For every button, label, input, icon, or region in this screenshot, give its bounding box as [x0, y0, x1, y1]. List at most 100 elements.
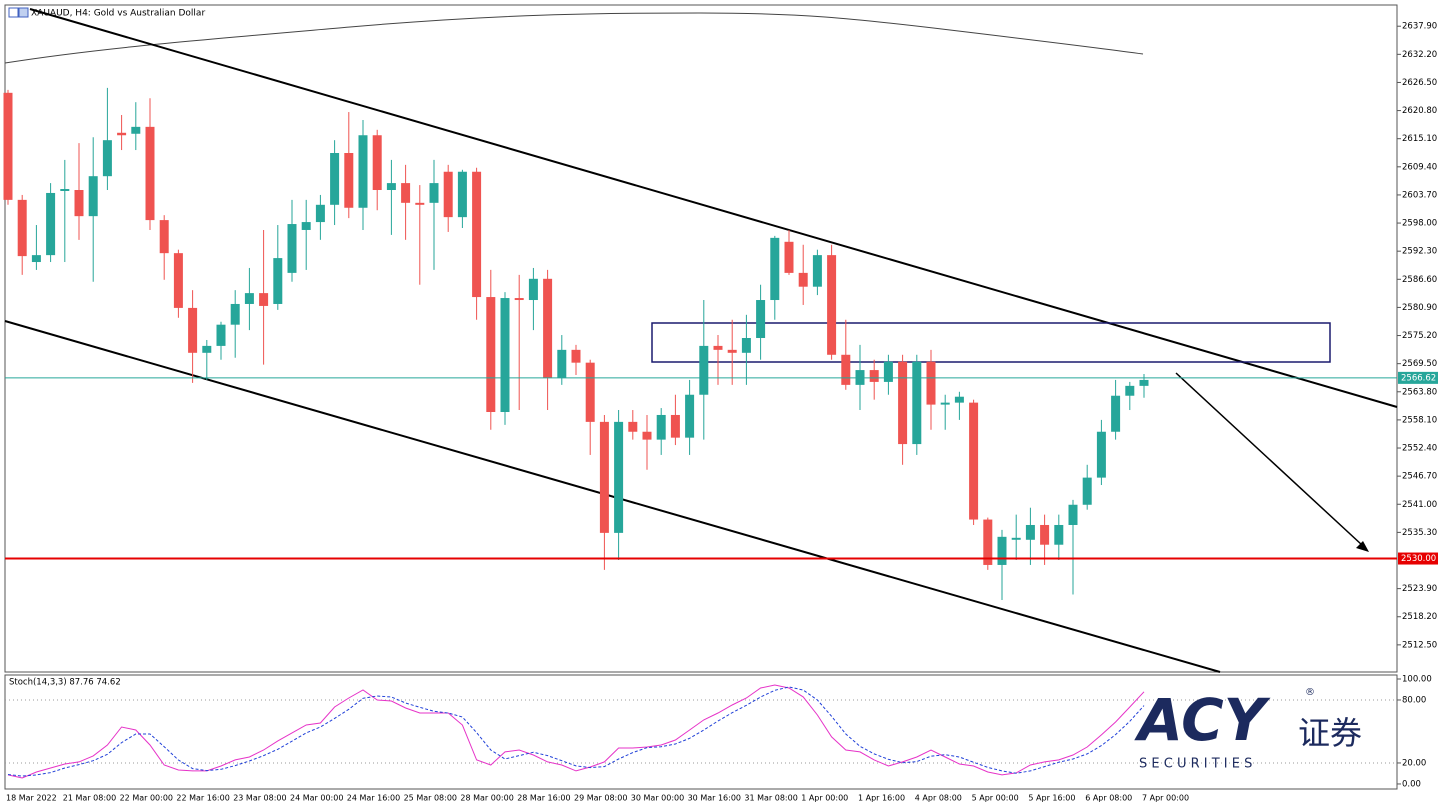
candle-body [188, 307, 198, 353]
price-label-box [1398, 371, 1438, 384]
candle-body [1096, 431, 1106, 478]
candle-body [1068, 504, 1078, 525]
candle-body [784, 241, 794, 273]
y-tick-label: 2541.00 [1402, 500, 1437, 510]
candle-body [415, 202, 425, 205]
candle-body [344, 153, 354, 208]
x-tick-label: 28 Mar 16:00 [517, 794, 570, 803]
candle-body [429, 183, 439, 203]
candle-body [117, 132, 127, 136]
x-tick-label: 23 Mar 08:00 [233, 794, 286, 803]
y-tick-label: 2535.30 [1402, 528, 1437, 538]
x-tick-label: 18 Mar 2022 [6, 794, 57, 803]
x-tick-label: 7 Apr 00:00 [1142, 794, 1189, 803]
marks: 2637.90 2632.20 2626.50 2620.80 2615.10 2609.… [3, 22, 1438, 803]
candle-body [1139, 379, 1149, 386]
candle-body [500, 298, 510, 413]
candle-body [741, 338, 751, 353]
y-tick-label: 2632.20 [1402, 50, 1437, 60]
candle-body [713, 345, 723, 350]
candle-body [514, 298, 524, 301]
x-tick-label: 28 Mar 00:00 [460, 794, 513, 803]
stoch-line [7, 684, 1145, 779]
candle-body [443, 171, 453, 218]
x-tick-label: 5 Apr 00:00 [972, 794, 1019, 803]
candle-body [912, 361, 922, 445]
candle-body [898, 361, 908, 445]
x-tick-label: 29 Mar 08:00 [574, 794, 627, 803]
y-tick-label: 2592.30 [1402, 247, 1437, 257]
candle-body [259, 293, 269, 306]
y-tick-label: 2598.00 [1402, 219, 1437, 229]
candle-body [1125, 385, 1135, 396]
candle-body [1011, 537, 1021, 540]
candle-body [756, 300, 766, 339]
candle-body [571, 349, 581, 363]
candle-body [727, 349, 737, 353]
candle-body [287, 224, 297, 273]
candle-body [1040, 524, 1050, 545]
candle-body [699, 345, 709, 395]
x-tick-label: 30 Mar 16:00 [688, 794, 741, 803]
candle-body [656, 414, 666, 440]
y-tick-label: 80.00 [1402, 695, 1426, 705]
candle-body [685, 394, 695, 438]
candle-body [131, 126, 141, 134]
candle-body [202, 345, 212, 353]
candle-body [46, 192, 56, 256]
candle-body [670, 414, 680, 438]
candle-body [88, 176, 98, 217]
x-tick-label: 1 Apr 00:00 [801, 794, 848, 803]
candle-body [330, 153, 340, 205]
candle-body [1025, 524, 1035, 540]
x-tick-label: 24 Mar 00:00 [290, 794, 343, 803]
y-tick-label: 2615.10 [1402, 134, 1437, 144]
candle-body [543, 278, 553, 378]
candle-body [486, 297, 496, 413]
y-tick-label: 2546.70 [1402, 472, 1437, 482]
candle-body [74, 190, 84, 217]
resistance-zone [651, 322, 1331, 363]
price-label: 2530.00 [1401, 554, 1436, 564]
arrow-head [1356, 541, 1369, 552]
candle-body [798, 272, 808, 287]
stoch-title: Stoch(14,3,3) 87.76 74.62 [9, 678, 121, 688]
x-tick-label: 21 Mar 08:00 [63, 794, 116, 803]
y-tick-label: 2609.40 [1402, 162, 1437, 172]
candle-body [983, 519, 993, 565]
candle-body [841, 354, 851, 385]
candle-body [358, 135, 368, 208]
candle-body [1111, 395, 1121, 432]
candle-body [273, 258, 283, 304]
y-tick-label: 2580.90 [1402, 303, 1437, 313]
candle-body [31, 255, 41, 263]
symbol-icon [8, 7, 19, 18]
candle-body [642, 431, 652, 440]
price-label: 2566.62 [1401, 373, 1436, 383]
main-frame [4, 4, 1398, 673]
y-tick-label: 2586.60 [1402, 275, 1437, 285]
candle-body [60, 189, 70, 191]
y-tick-label: 2637.90 [1402, 22, 1437, 32]
candle-body [812, 255, 822, 287]
y-tick-label: 20.00 [1402, 758, 1426, 768]
chart-title: XAUAUD, H4: Gold vs Australian Dollar [31, 9, 205, 19]
candle-body [315, 204, 325, 223]
logo-mark: ® [1305, 687, 1315, 698]
x-tick-label: 4 Apr 08:00 [915, 794, 962, 803]
y-tick-label: 2558.10 [1402, 415, 1437, 425]
stoch-line [7, 686, 1145, 777]
channel-upper [29, 8, 1398, 408]
stoch-frame [4, 674, 1398, 790]
candle-body [102, 140, 112, 177]
y-tick-label: 2552.40 [1402, 444, 1437, 454]
candle-body [954, 396, 964, 403]
candle-body [372, 135, 382, 191]
x-tick-label: 31 Mar 08:00 [744, 794, 797, 803]
candle-body [1054, 524, 1064, 545]
candle-body [827, 255, 837, 355]
y-tick-label: 0.00 [1402, 779, 1421, 789]
